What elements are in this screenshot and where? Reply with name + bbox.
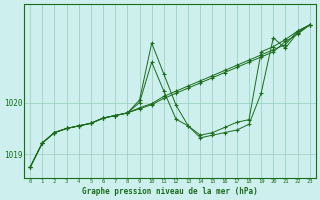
X-axis label: Graphe pression niveau de la mer (hPa): Graphe pression niveau de la mer (hPa) [82,187,258,196]
